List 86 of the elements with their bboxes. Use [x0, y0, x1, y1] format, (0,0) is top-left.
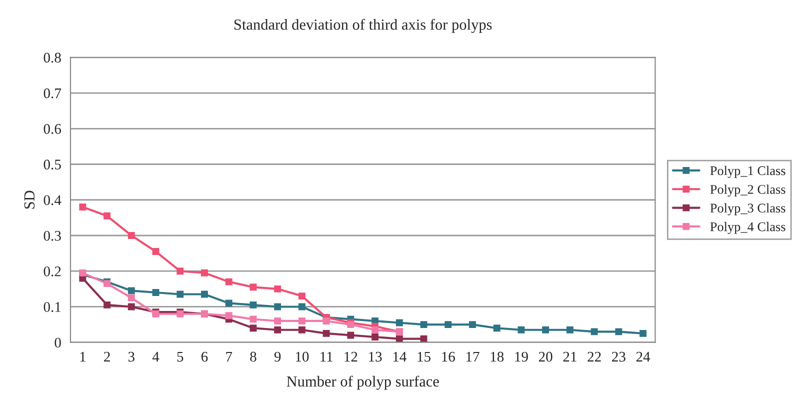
y-tick-label: 0.3 — [44, 230, 61, 241]
point — [322, 318, 330, 324]
point — [250, 324, 257, 332]
point — [250, 316, 257, 323]
point — [152, 289, 160, 296]
x-tick-label: 16 — [442, 352, 455, 362]
y-tick-label: 0.2 — [44, 266, 61, 276]
point — [469, 321, 476, 328]
y-tick-label: 0.6 — [44, 124, 62, 134]
point — [542, 326, 550, 334]
legend-label: Polyp_1 Class — [710, 166, 786, 178]
y-tick-label: 0.8 — [44, 52, 61, 63]
chart-title: Standard deviation of third axis for polyps — [234, 18, 492, 33]
point — [298, 303, 306, 310]
y-tick-label: 0.7 — [44, 88, 62, 98]
point — [250, 301, 257, 308]
x-tick-label: 14 — [393, 352, 406, 362]
point — [298, 292, 306, 300]
point — [274, 285, 282, 292]
point — [298, 318, 306, 324]
point — [201, 269, 208, 276]
point — [176, 290, 184, 298]
point — [444, 321, 452, 328]
point — [274, 318, 282, 324]
x-tick-label: 2 — [104, 352, 110, 362]
point — [590, 328, 598, 336]
x-tick-label: 13 — [369, 352, 382, 362]
point — [250, 284, 257, 291]
point — [615, 328, 622, 336]
point — [566, 326, 574, 334]
y-tick-label: 0.1 — [44, 302, 61, 312]
x-tick-label: 23 — [612, 352, 626, 362]
point — [128, 294, 135, 302]
point — [420, 321, 428, 328]
y-tick-label: 0.5 — [44, 160, 61, 170]
x-tick-label: 1 — [80, 352, 86, 362]
x-tick-label: 5 — [177, 352, 184, 362]
point — [274, 326, 282, 334]
point — [493, 324, 500, 332]
point — [396, 319, 403, 326]
x-tick-label: 20 — [538, 352, 552, 362]
point — [347, 332, 354, 339]
x-tick-label: 24 — [636, 352, 650, 362]
x-axis-title: Number of polyp surface — [286, 376, 439, 390]
point — [298, 326, 306, 334]
point — [176, 268, 184, 275]
point — [372, 334, 379, 340]
point — [128, 232, 135, 239]
x-tick-label: 22 — [588, 352, 601, 362]
point — [79, 204, 86, 210]
point — [128, 303, 135, 310]
point — [152, 248, 160, 255]
x-tick-label: 4 — [152, 352, 160, 362]
legend-label: Polyp_3 Class — [710, 203, 786, 216]
legend-label: Polyp_2 Class — [710, 184, 786, 197]
point — [225, 278, 232, 286]
x-tick-label: 6 — [201, 352, 208, 362]
x-tick-label: 21 — [563, 352, 576, 362]
x-tick-label: 11 — [320, 352, 332, 362]
x-tick-label: 15 — [418, 352, 430, 362]
x-tick-label: 7 — [226, 352, 232, 362]
x-tick-label: 19 — [515, 352, 528, 362]
point — [225, 300, 232, 307]
point — [372, 326, 379, 334]
point — [518, 326, 525, 334]
point — [322, 330, 330, 337]
x-tick-label: 9 — [274, 352, 281, 362]
x-tick-label: 18 — [490, 352, 504, 362]
x-tick-label: 3 — [128, 352, 134, 362]
x-tick-label: 12 — [344, 352, 358, 362]
point — [201, 290, 208, 298]
point — [396, 335, 403, 342]
point — [640, 330, 647, 337]
point — [274, 303, 282, 310]
point — [225, 312, 232, 320]
legend-label: Polyp_4 Class — [710, 222, 786, 234]
x-tick-label: 8 — [250, 352, 256, 362]
y-axis-title: SD — [24, 190, 35, 209]
y-tick-label: 0.4 — [44, 195, 62, 206]
point — [104, 301, 111, 308]
x-tick-label: 17 — [466, 352, 480, 362]
point — [104, 212, 111, 220]
point — [128, 287, 135, 294]
y-tick-label: 0 — [54, 338, 61, 348]
x-tick-label: 10 — [296, 352, 309, 362]
point — [420, 335, 428, 342]
